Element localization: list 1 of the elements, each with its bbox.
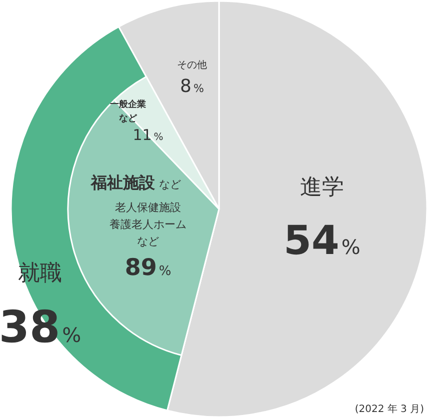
annotation: (2022 年 3 月) bbox=[354, 404, 424, 415]
